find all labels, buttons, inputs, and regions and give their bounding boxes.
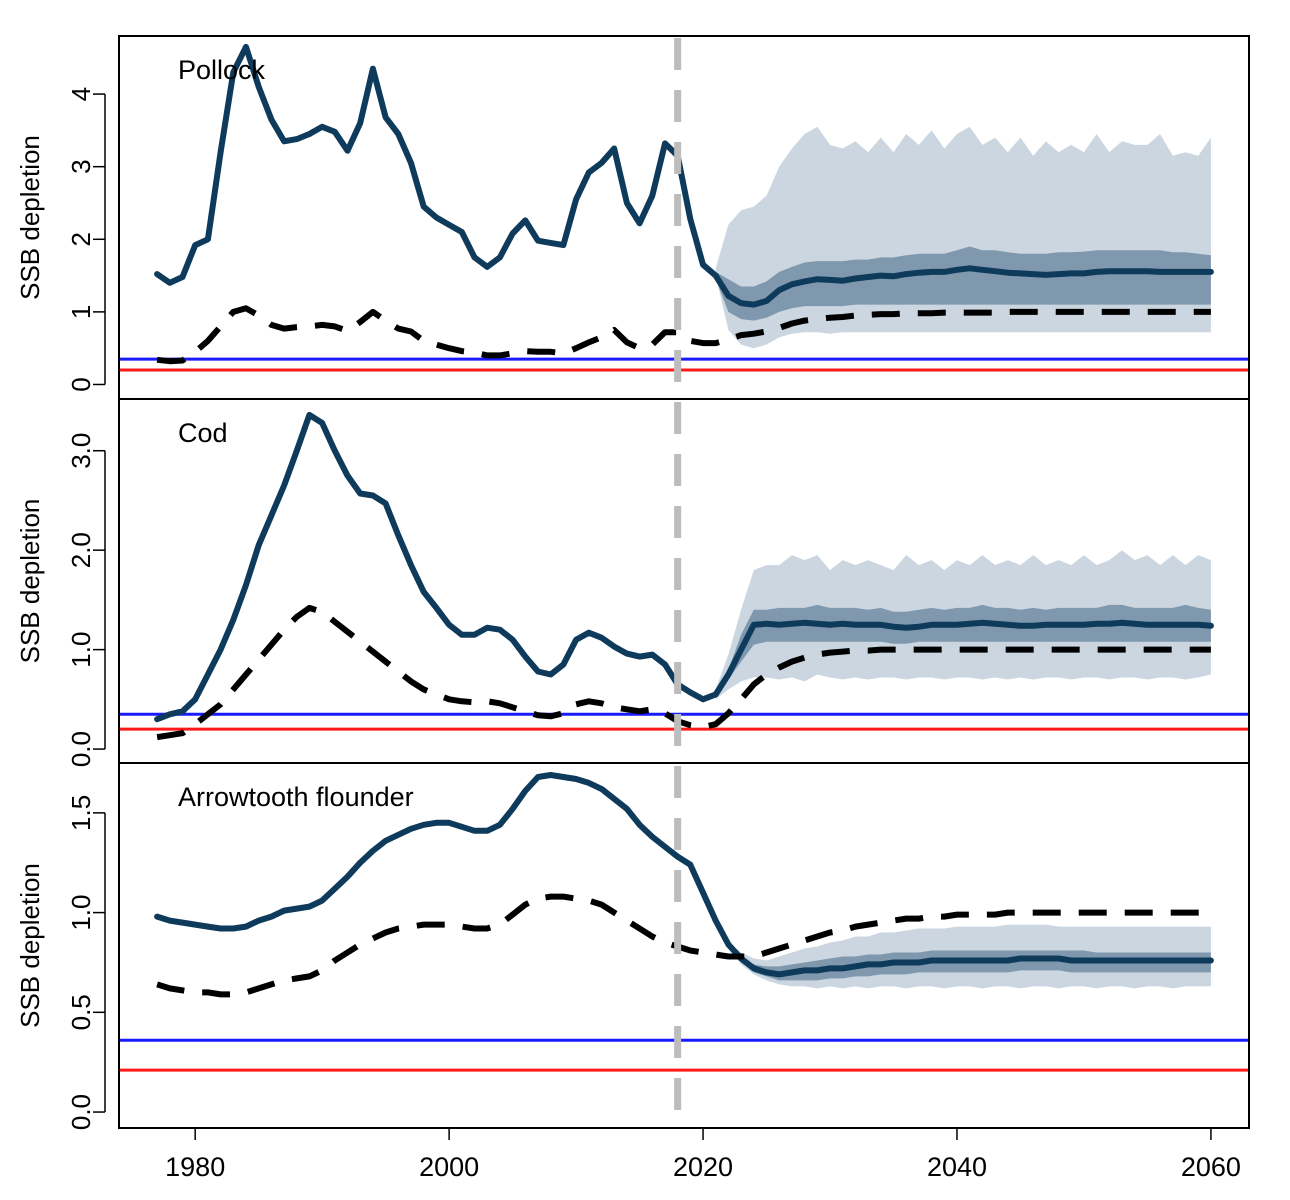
median-ssb-line [154, 43, 1214, 308]
panel-pollock: 0 1 2 3 4 SSB depletion Pollock [15, 35, 1250, 400]
y-tick-label: 2 [66, 232, 96, 246]
panel-title: Pollock [178, 55, 266, 85]
y-tick-label: 1.0 [66, 632, 96, 668]
y-axis: 0.0 1.0 2.0 3.0 [66, 433, 106, 767]
x-tick-label: 2040 [927, 1152, 987, 1182]
y-axis-label: SSB depletion [15, 499, 45, 664]
panel-title: Arrowtooth flounder [178, 782, 414, 812]
plot-area [119, 772, 1249, 1072]
inner-interval-band [715, 246, 1211, 321]
panel-title: Cod [178, 418, 228, 448]
x-tick-label: 2060 [1181, 1152, 1241, 1182]
plot-area [119, 43, 1249, 372]
x-tick-label: 2000 [419, 1152, 479, 1182]
y-axis: 0 1 2 3 4 [66, 87, 106, 392]
inner-interval-band [715, 604, 1211, 698]
y-tick-label: 2.0 [66, 532, 96, 568]
y-tick-label: 1.0 [66, 895, 96, 931]
y-tick-label: 3.0 [66, 433, 96, 469]
x-tick-label: 1980 [165, 1152, 225, 1182]
plot-area [119, 411, 1249, 741]
outer-interval-band [715, 126, 1211, 349]
y-tick-label: 1 [66, 305, 96, 319]
y-tick-label: 3 [66, 159, 96, 173]
y-axis-label: SSB depletion [15, 863, 45, 1028]
y-tick-label: 0.0 [66, 731, 96, 767]
y-tick-label: 0.0 [66, 1094, 96, 1130]
y-axis-label: SSB depletion [15, 135, 45, 300]
x-tick-label: 2020 [673, 1152, 733, 1182]
median-ssb-line [154, 772, 1214, 978]
unfished-ssb-dashed-line [156, 893, 1211, 998]
panel-cod: 0.0 1.0 2.0 3.0 SSB depletion Cod [15, 398, 1250, 767]
y-tick-label: 1.5 [66, 795, 96, 831]
panel-arrowtooth-flounder: 0.0 0.5 1.0 1.5 SSB depletion Arrowtooth flou… [15, 762, 1250, 1130]
median-ssb-line [154, 411, 1214, 723]
y-axis: 0.0 0.5 1.0 1.5 [66, 795, 106, 1130]
y-tick-label: 0.5 [66, 994, 96, 1030]
y-tick-label: 4 [66, 87, 96, 101]
x-axis: 1980 2000 2020 2040 2060 [165, 1127, 1241, 1182]
y-tick-label: 0 [66, 377, 96, 391]
unfished-ssb-dashed-line [156, 305, 1211, 365]
unfished-ssb-dashed-line [156, 604, 1211, 741]
